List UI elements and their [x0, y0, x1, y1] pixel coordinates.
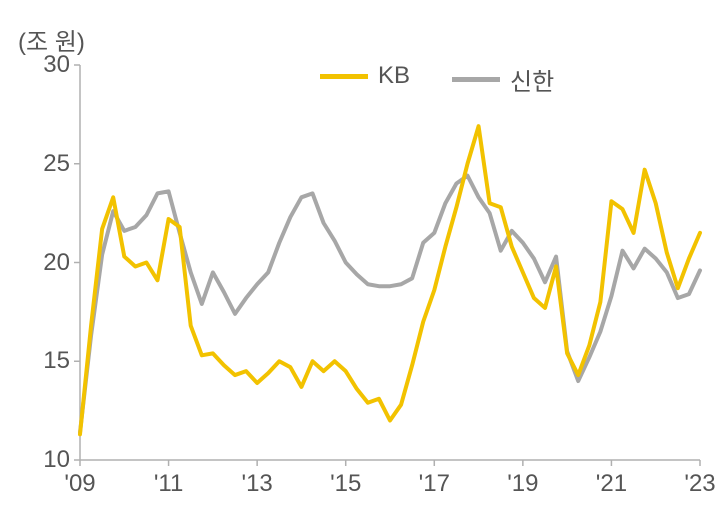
- y-tick-label: 25: [20, 150, 70, 178]
- legend-swatch: [320, 74, 368, 79]
- legend-label: KB: [378, 62, 410, 90]
- legend-item: 신한: [452, 62, 554, 97]
- line-chart: (조 원) 1015202530 '09'11'13'15'17'19'21'2…: [0, 0, 722, 525]
- x-tick-label: '11: [139, 470, 199, 498]
- x-tick-label: '15: [316, 470, 376, 498]
- x-tick-label: '09: [50, 470, 110, 498]
- x-tick-label: '13: [227, 470, 287, 498]
- x-tick-label: '21: [581, 470, 641, 498]
- x-tick-label: '17: [404, 470, 464, 498]
- y-tick-label: 15: [20, 347, 70, 375]
- legend-label: 신한: [510, 62, 554, 97]
- legend-swatch: [452, 77, 500, 82]
- y-tick-label: 20: [20, 249, 70, 277]
- x-tick-label: '19: [493, 470, 553, 498]
- legend-item: KB: [320, 62, 410, 90]
- y-tick-label: 30: [20, 51, 70, 79]
- series-KB: [80, 126, 700, 434]
- x-tick-label: '23: [670, 470, 722, 498]
- series-신한: [80, 176, 700, 433]
